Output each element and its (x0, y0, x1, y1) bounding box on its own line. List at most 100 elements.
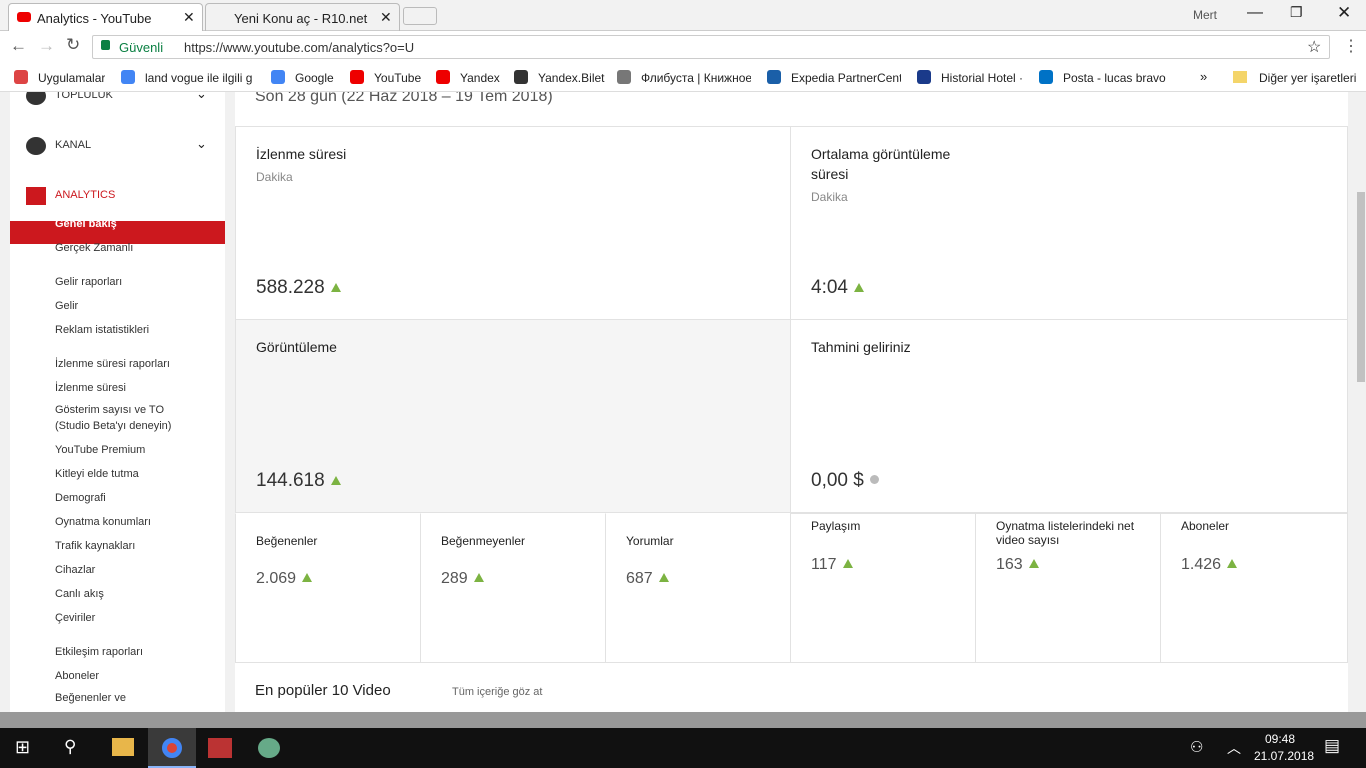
section[interactable]: TOPLULUK (55, 92, 113, 101)
chrome[interactable] (148, 728, 196, 768)
bookmark[interactable]: Флибуста | Книжное (641, 71, 751, 85)
sparkline (258, 602, 400, 654)
bookmark[interactable]: Uygulamalar (38, 71, 106, 85)
menu[interactable]: ⋮ (1343, 38, 1359, 55)
metric-value: 687 (626, 570, 669, 588)
nav-item[interactable]: Aboneler (55, 670, 100, 682)
metric-unit: Dakika (256, 170, 293, 184)
small-metric-card[interactable]: Oynatma listelerindeki net video sayısı 1… (975, 513, 1161, 663)
bookmark[interactable]: Historial Hotel · (941, 71, 1024, 85)
bookmark-icon (271, 70, 285, 84)
metric-label: Ortalama görüntüleme süresi (811, 146, 951, 182)
up-indicator (842, 559, 853, 568)
small-metric-card[interactable]: Beğenmeyenler 289 (420, 513, 606, 663)
search[interactable]: ⚲ (64, 737, 77, 756)
forward[interactable]: → (38, 36, 55, 55)
up-indicator (1028, 559, 1039, 568)
date: 21.07.2018 (1254, 749, 1315, 763)
app[interactable] (208, 738, 232, 758)
nav-item[interactable]: Kitleyi elde tutma (55, 468, 139, 480)
clock: 09:48 (1265, 732, 1296, 746)
nav-item[interactable]: Demografi (55, 492, 106, 504)
back[interactable]: ← (10, 36, 27, 55)
restore[interactable]: ❐ (1290, 4, 1303, 20)
bookmark[interactable]: Expedia PartnerCent (791, 71, 901, 85)
nav-item[interactable]: YouTube Premium (55, 444, 146, 456)
metric-card[interactable]: Görüntüleme 144.618 (235, 319, 791, 513)
more-bookmarks[interactable]: » (1200, 69, 1208, 84)
metric-unit: Dakika (811, 190, 848, 204)
scrollbar[interactable] (1356, 92, 1366, 712)
up-indicator (302, 573, 313, 582)
explorer[interactable] (112, 738, 134, 756)
nav-item[interactable]: Gerçek Zamanlı (55, 242, 134, 254)
nav-item[interactable]: Oynatma konumları (55, 516, 151, 528)
value-text: 144.618 (256, 470, 325, 491)
nav-item[interactable]: Gösterim sayısı ve TO (Studio Beta'yı de… (55, 404, 172, 432)
nav-item[interactable]: İzlenme süresi (55, 382, 126, 394)
link[interactable]: Tüm içeriğe göz at (452, 686, 543, 698)
minimize[interactable]: — (1247, 4, 1263, 21)
bookmark[interactable]: Yandex (460, 71, 500, 85)
nav-item[interactable]: Beğenenler ve (55, 692, 126, 704)
metric-label: Beğenmeyenler (441, 534, 526, 548)
metric-value: 163 (996, 556, 1039, 574)
bookmark-icon (14, 70, 28, 84)
nav-item[interactable]: Cihazlar (55, 564, 96, 576)
nav-item[interactable]: Trafik kaynakları (55, 540, 136, 552)
nav-item[interactable]: Canlı akış (55, 588, 104, 600)
tab[interactable]: Yeni Konu aç - R10.net ✕ (205, 3, 400, 31)
section[interactable]: KANAL (55, 139, 92, 151)
bookmarks-bar: Uygulamalar land vogue ile ilgili g Google… (0, 62, 1366, 92)
horizontal-scrollbar[interactable] (0, 712, 1366, 728)
value-text: 1.426 (1181, 556, 1222, 573)
chevron[interactable]: ⌄ (196, 92, 207, 101)
metric-value: 0,00 $ (811, 470, 879, 492)
nav-item[interactable]: Reklam istatistikleri (55, 324, 150, 336)
nav-item[interactable]: Çeviriler (55, 612, 96, 624)
nav-item[interactable]: Gelir (55, 300, 79, 312)
bookmark-icon (514, 70, 528, 84)
metric-label: Beğenenler (256, 534, 318, 548)
bookmark[interactable]: Google (295, 71, 334, 85)
metric-value: 588.228 (256, 277, 341, 299)
sparkline (443, 602, 585, 654)
new-tab[interactable] (403, 7, 437, 25)
metric-card[interactable]: Tahmini geliriniz 0,00 $ (790, 319, 1348, 513)
bookmark[interactable]: Yandex.Bilet (538, 71, 605, 85)
reload[interactable]: ↻ (66, 35, 81, 54)
nav-item[interactable]: Etkileşim raporları (55, 646, 144, 658)
section[interactable]: ANALYTICS (55, 189, 116, 201)
main-content: Son 28 gün (22 Haz 2018 – 19 Tem 2018) E… (235, 92, 1348, 712)
section-icon (26, 137, 46, 155)
bookmark-icon (617, 70, 631, 84)
nav-item[interactable]: Gelir raporları (55, 276, 123, 288)
notifications[interactable]: ▤ (1324, 736, 1341, 755)
nav-item[interactable]: Genel bakış (55, 218, 117, 230)
bookmark[interactable]: YouTube (374, 71, 422, 85)
chevron[interactable]: ⌄ (196, 136, 207, 151)
other-bookmarks[interactable]: Diğer yer işaretleri (1259, 71, 1357, 85)
neutral-indicator (869, 475, 879, 484)
bookmark[interactable]: Posta - lucas bravo - (1063, 71, 1168, 85)
profile[interactable]: Mert (1193, 8, 1217, 22)
metric-card[interactable]: İzlenme süresi Dakika 588.228 (235, 126, 791, 320)
small-metric-card[interactable]: Aboneler 1.426 (1160, 513, 1348, 663)
paint[interactable] (258, 738, 280, 758)
nav-item[interactable]: İzlenme süresi raporları (55, 358, 170, 370)
small-metric-card[interactable]: Yorumlar 687 (605, 513, 791, 663)
metric-value: 2.069 (256, 570, 313, 588)
value-text: 687 (626, 570, 653, 587)
metric-card[interactable]: Ortalama görüntüleme süresi Dakika 4:04 (790, 126, 1348, 320)
bookmark-star[interactable]: ☆ (1307, 39, 1322, 56)
close[interactable]: ✕ (1337, 3, 1352, 22)
small-metric-card[interactable]: Beğenenler 2.069 (235, 513, 421, 663)
metric-value: 1.426 (1181, 556, 1238, 574)
start[interactable]: ⊞ (15, 737, 31, 757)
bookmark[interactable]: land vogue ile ilgili g (145, 71, 253, 85)
small-metric-card[interactable]: Paylaşım 117 (790, 513, 976, 663)
tab[interactable]: Analytics - YouTube ✕ (8, 3, 203, 31)
address-bar[interactable]: Güvenli https://www.youtube.com/analytic… (92, 35, 1330, 59)
up-indicator (473, 573, 484, 582)
